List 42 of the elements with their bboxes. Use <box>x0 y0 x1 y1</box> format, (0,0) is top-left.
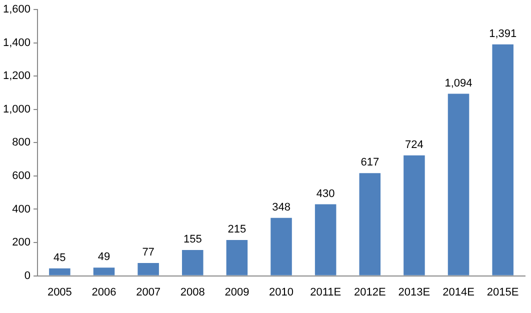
bar <box>49 268 70 276</box>
x-tick-label: 2013E <box>398 286 430 298</box>
bar <box>182 250 204 276</box>
x-tick-label: 2008 <box>180 286 205 298</box>
y-tick-label: 1,200 <box>2 70 31 82</box>
data-label: 617 <box>360 156 380 169</box>
x-tick-label: 2012E <box>354 286 386 298</box>
y-tick-label: 0 <box>24 270 31 282</box>
bar <box>492 44 514 276</box>
y-tick-label: 400 <box>12 203 31 216</box>
bar <box>138 262 159 276</box>
x-tick-label: 2010 <box>269 286 294 298</box>
x-tick-label: 2007 <box>136 286 161 298</box>
bar <box>404 155 425 276</box>
y-tick-label: 200 <box>12 236 31 249</box>
bar <box>359 173 381 276</box>
x-tick-label: 2015E <box>486 286 519 298</box>
y-tick-label: 1,400 <box>2 36 31 49</box>
data-label: 430 <box>316 188 335 200</box>
x-tick-label: 2005 <box>47 286 72 298</box>
x-tick-label: 2006 <box>92 286 116 298</box>
data-label: 45 <box>54 252 66 264</box>
data-label: 1,094 <box>444 77 472 90</box>
y-tick-label: 1,600 <box>2 4 31 16</box>
x-tick-label: 2009 <box>224 286 250 298</box>
data-label: 155 <box>183 234 202 246</box>
x-tick-label: 2011E <box>310 286 342 298</box>
y-tick-label: 800 <box>12 136 31 149</box>
x-tick-label: 2014E <box>442 286 474 298</box>
data-label: 1,391 <box>489 28 517 40</box>
data-label: 215 <box>228 224 246 236</box>
data-label: 348 <box>272 201 290 214</box>
bar <box>270 218 292 276</box>
bar <box>314 204 336 276</box>
bar <box>93 268 115 276</box>
data-label: 724 <box>405 138 424 151</box>
y-tick-label: 600 <box>12 170 31 182</box>
data-label: 77 <box>142 246 154 259</box>
y-tick-label: 1,000 <box>2 103 31 116</box>
data-label: 49 <box>98 251 110 264</box>
bar <box>226 240 248 276</box>
bar <box>448 94 470 276</box>
